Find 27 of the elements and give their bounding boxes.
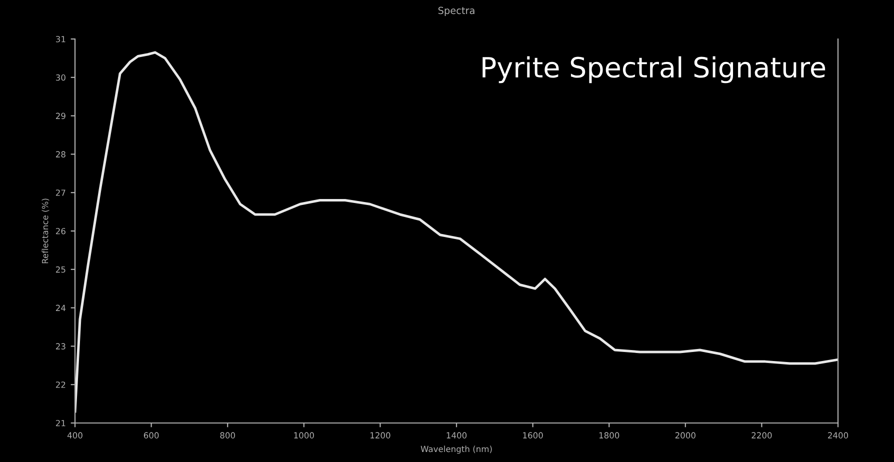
y-tick-label: 22 — [56, 382, 66, 388]
x-tick-label: 1000 — [294, 432, 314, 438]
y-tick-label: 21 — [56, 420, 66, 426]
y-tick-label: 26 — [56, 228, 66, 234]
chart-title: Spectra — [438, 6, 474, 16]
y-tick-label: 24 — [56, 304, 66, 311]
y-axis-title: Reflectance (%) — [42, 198, 50, 264]
y-tick-label: 23 — [56, 343, 66, 350]
y-tick-label: 31 — [56, 36, 66, 42]
x-tick-label: 400 — [67, 432, 82, 438]
x-tick-label: 600 — [144, 432, 159, 438]
x-tick-label: 2400 — [828, 432, 848, 438]
line-series — [75, 51, 838, 413]
x-tick-label: 1200 — [370, 432, 390, 438]
x-tick-label: 800 — [220, 432, 235, 438]
x-tick-label: 2000 — [675, 432, 696, 438]
x-tick-label: 1400 — [446, 432, 467, 438]
y-tick-label: 25 — [56, 266, 66, 273]
y-tick-label: 29 — [56, 112, 66, 120]
annotation: Pyrite Spectral Signature — [482, 56, 826, 84]
y-tick-label: 27 — [56, 190, 66, 196]
y-tick-label: 30 — [56, 74, 66, 81]
y-tick-label: 28 — [56, 151, 66, 158]
x-tick-label: 2200 — [752, 432, 772, 438]
x-axis-title: Wavelength (nm) — [420, 446, 492, 454]
x-tick-label: 1600 — [523, 432, 543, 438]
x-tick-label: 1800 — [599, 432, 620, 438]
